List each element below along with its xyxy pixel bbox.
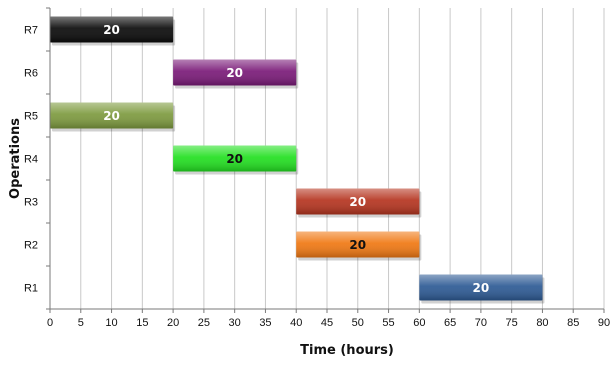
x-tick-label: 65	[444, 317, 456, 329]
x-tick-labels: 0 5 10 15 20 25 30 35 40 45 50 55 60 65 70 75 80 85 90	[47, 317, 610, 329]
bar-gloss	[173, 145, 297, 172]
bar-label-R5: 20	[103, 109, 120, 123]
bar-label-R3: 20	[349, 195, 366, 209]
bar-label-R6: 20	[226, 66, 243, 80]
y-tick-label: R5	[24, 111, 38, 123]
y-tick-labels: R1 R2 R3 R4 R5 R6 R7	[24, 25, 38, 295]
gridlines	[80, 8, 605, 309]
x-tick-label: 70	[475, 317, 487, 329]
y-tick-label: R2	[24, 240, 38, 252]
x-tick-label: 55	[382, 317, 394, 329]
bar-gloss	[173, 59, 297, 86]
bar-gloss	[50, 16, 174, 43]
x-tick-label: 60	[413, 317, 425, 329]
bar-gloss	[296, 188, 420, 215]
x-tick-label: 50	[352, 317, 364, 329]
bar-label-R4: 20	[226, 152, 243, 166]
x-tick-label: 75	[506, 317, 518, 329]
y-tick-label: R3	[24, 197, 38, 209]
x-tick-label: 85	[567, 317, 579, 329]
x-tick-label: 45	[321, 317, 333, 329]
y-tick-label: R7	[24, 25, 38, 37]
y-axis-title: Operations	[8, 118, 23, 199]
x-tick-label: 0	[47, 317, 53, 329]
x-axis-title: Time (hours)	[300, 343, 394, 358]
bar-gloss	[50, 102, 174, 129]
bar-label-R1: 20	[473, 281, 490, 295]
x-tick-label: 30	[229, 317, 241, 329]
bars: 20 20 20 20 20 20 20	[50, 16, 545, 304]
x-tick-label: 10	[105, 317, 117, 329]
bar-label-R2: 20	[349, 238, 366, 252]
y-tick-label: R4	[24, 154, 38, 166]
x-tick-label: 40	[290, 317, 302, 329]
y-tick-label: R1	[24, 283, 38, 295]
x-tick-label: 5	[78, 317, 84, 329]
y-tick-label: R6	[24, 68, 38, 80]
x-tick-label: 35	[259, 317, 271, 329]
x-tick-label: 25	[198, 317, 210, 329]
bar-gloss	[419, 274, 543, 301]
bar-label-R7: 20	[103, 23, 120, 37]
bar-gloss	[296, 231, 420, 258]
axes	[46, 7, 605, 313]
x-tick-label: 90	[598, 317, 610, 329]
x-tick-label: 80	[536, 317, 548, 329]
x-tick-label: 15	[136, 317, 148, 329]
x-tick-label: 20	[167, 317, 179, 329]
